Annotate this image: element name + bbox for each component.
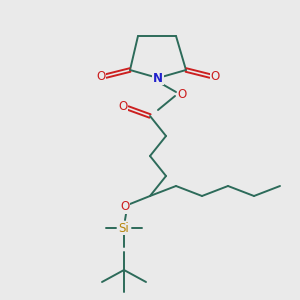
Text: O: O [118,100,127,113]
Text: O: O [120,200,130,214]
Text: O: O [96,70,106,83]
Text: Si: Si [118,221,129,235]
Text: O: O [210,70,220,83]
Text: O: O [177,88,187,100]
Text: N: N [153,71,163,85]
